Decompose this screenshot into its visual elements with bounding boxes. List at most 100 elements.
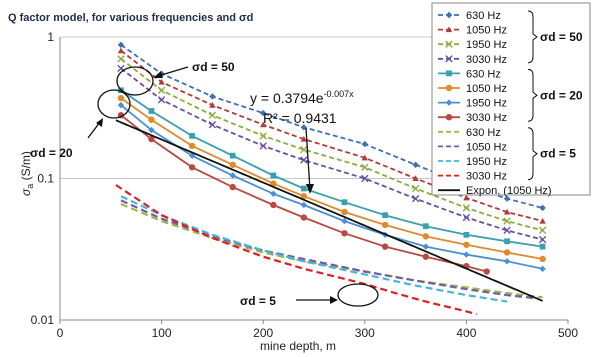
y-tick-label-0: 0.01 (31, 313, 55, 327)
series-1-point-3 (260, 121, 267, 128)
series-3-point-9-b (538, 235, 547, 244)
series-6-point-1 (148, 126, 155, 134)
series-7 (117, 112, 490, 275)
series-6-point-11 (539, 265, 546, 273)
series-layer (115, 41, 547, 316)
series-2-point-7-b (462, 204, 471, 212)
axes (59, 37, 569, 324)
series-5-point-0 (117, 94, 125, 102)
series-6 (117, 101, 546, 273)
series-3-point-8-b (503, 226, 511, 235)
series-3-point-4 (300, 156, 308, 164)
legend-group-label-0: σd = 50 (540, 30, 583, 44)
series-10 (120, 195, 508, 303)
series-3-point-7 (462, 213, 471, 222)
trend-equation-exponent: -0.007x (324, 89, 355, 99)
series-3-point-2 (208, 121, 217, 129)
y-tick-label-1: 0.1 (37, 172, 54, 186)
series-3-point-5-b (361, 174, 369, 183)
legend-brace-1 (527, 68, 538, 122)
series-6-point-5 (300, 201, 308, 209)
legend-marker-0 (445, 11, 453, 19)
series-4-point-2 (189, 133, 195, 139)
series-0-point-5 (361, 140, 368, 148)
series-2-point-6-b (411, 184, 420, 193)
series-4-point-4 (270, 172, 277, 179)
legend-label-11: 3030 Hz (466, 171, 507, 183)
series-2 (117, 55, 547, 235)
arrow-sigma-50 (157, 66, 189, 77)
series-2-point-5 (361, 163, 369, 171)
series-5-point-6 (341, 208, 348, 216)
legend-marker-5 (445, 84, 453, 92)
series-11 (115, 184, 477, 316)
series-4-point-6 (341, 199, 348, 206)
y-axis-label: σa (S/m) (19, 151, 35, 196)
series-2-point-0-b (117, 55, 125, 63)
series-3-point-9 (538, 235, 547, 244)
series-0-point-3 (260, 109, 267, 117)
series-7-point-4 (270, 201, 277, 209)
series-6-point-10 (503, 258, 511, 265)
series-2-point-2 (208, 111, 217, 119)
x-axis-label: mine depth, m (260, 339, 336, 353)
series-5-point-10 (503, 249, 511, 256)
legend-marker-6 (445, 99, 453, 106)
legend-marker-7 (445, 114, 453, 121)
legend-label-0: 630 Hz (466, 10, 501, 22)
legend-marker-2-b (445, 40, 453, 48)
legend-group-label-1: σd = 20 (540, 88, 583, 102)
series-1-point-0 (117, 47, 125, 54)
series-0-point-8 (503, 195, 511, 202)
arrow-head-sigma-20 (96, 118, 103, 127)
series-2-point-6 (411, 184, 420, 193)
series-4-point-7 (382, 212, 388, 219)
y-axis-label-unit: (S/m) (19, 151, 33, 184)
series-5-point-7 (381, 221, 389, 229)
annotation-sigma-20: σd = 20 (30, 146, 73, 160)
series-6-point-8 (422, 243, 429, 250)
trend-equation: y = 0.3794e-0.007x (250, 89, 354, 106)
series-3-point-3-b (259, 142, 267, 150)
chart-title: Q factor model, for various frequencies … (8, 12, 253, 24)
series-2-point-3 (259, 132, 267, 140)
series-7-point-6 (341, 230, 348, 237)
series-3-point-0-b (117, 64, 125, 73)
series-4-point-11 (539, 243, 546, 250)
series-3-point-8 (503, 226, 511, 235)
trendline-layer (115, 119, 543, 302)
series-5-point-5 (300, 192, 308, 200)
series-5-point-3 (229, 161, 236, 168)
series-3-point-2-b (208, 121, 217, 129)
series-5-point-2 (188, 142, 196, 150)
arrow-sigma-20 (87, 121, 101, 139)
series-6-point-0 (117, 101, 125, 109)
legend-trend-label: Expon. (1050 Hz) (466, 185, 552, 197)
series-0-point-0 (117, 41, 125, 49)
series-5-point-11 (539, 255, 546, 263)
series-3-point-7-b (462, 213, 471, 222)
series-3-point-3 (259, 142, 267, 150)
y-axis-label-main: σ (19, 188, 33, 196)
series-2-point-1-b (157, 86, 166, 95)
series-2-point-1 (157, 86, 166, 95)
series-3-point-6 (411, 194, 420, 203)
series-6-point-6 (341, 217, 348, 225)
tick-labels: 0.01 0.1 1 0 100 200 300 400 500 (31, 30, 579, 340)
series-7-point-5 (300, 214, 308, 221)
series-7-point-3 (229, 183, 236, 191)
series-6-point-4 (270, 190, 277, 197)
series-2-point-8 (503, 217, 511, 225)
series-2-point-4 (300, 145, 308, 154)
trend-equation-prefix: y = 0.3794e (250, 90, 324, 106)
legend-group-label-2: σd = 5 (540, 147, 576, 161)
legend-marker-2 (445, 40, 453, 48)
series-3-point-5 (361, 174, 369, 183)
series-3-point-4-b (300, 156, 308, 164)
legend-label-5: 1050 Hz (466, 83, 507, 95)
trend-pointer-head (306, 184, 314, 194)
series-line-6 (120, 104, 543, 270)
series-0-point-6 (412, 161, 419, 168)
series-line-11 (115, 184, 477, 316)
